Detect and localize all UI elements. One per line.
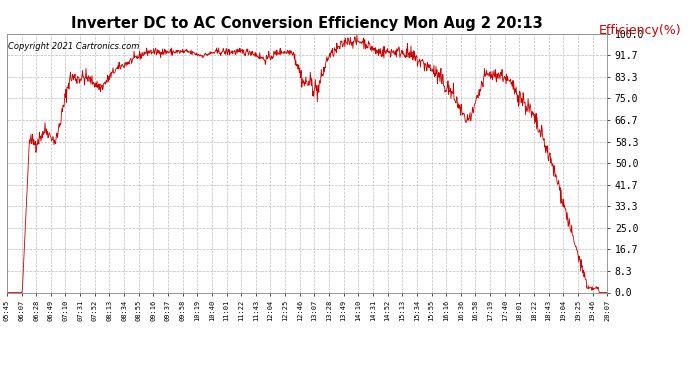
Text: Copyright 2021 Cartronics.com: Copyright 2021 Cartronics.com <box>8 42 139 51</box>
Text: Efficiency(%): Efficiency(%) <box>599 24 682 38</box>
Title: Inverter DC to AC Conversion Efficiency Mon Aug 2 20:13: Inverter DC to AC Conversion Efficiency … <box>71 16 543 31</box>
